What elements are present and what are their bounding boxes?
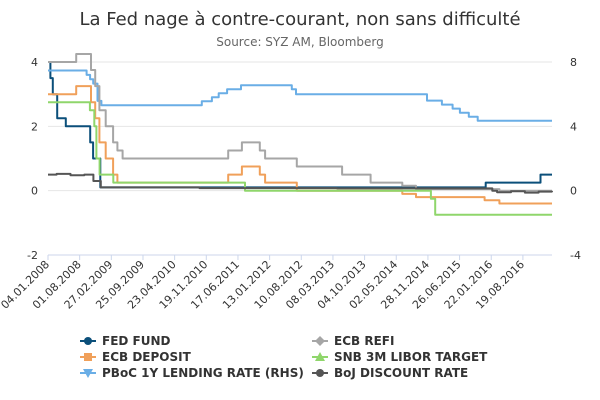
y-tick-label-left: 0 (31, 185, 38, 198)
legend-label: ECB REFI (334, 334, 394, 348)
legend-item-pboc-1y-lending-rate-rhs[interactable]: PBoC 1Y LENDING RATE (RHS) (80, 366, 304, 380)
series-line-ecb-deposit (48, 85, 552, 205)
legend-label: SNB 3M LIBOR TARGET (334, 350, 488, 364)
series-line-fed-fund (48, 61, 552, 189)
y-tick-label-right: 4 (570, 120, 577, 133)
legend-item-snb-3m-libor-target[interactable]: SNB 3M LIBOR TARGET (312, 350, 488, 364)
y-tick-label-left: 4 (31, 56, 38, 69)
y-tick-label-right: 0 (570, 185, 577, 198)
series-line-ecb-refi (48, 53, 552, 192)
legend-label: PBoC 1Y LENDING RATE (RHS) (102, 366, 304, 380)
legend-item-ecb-deposit[interactable]: ECB DEPOSIT (80, 350, 192, 364)
legend-marker (84, 353, 92, 361)
right-y-axis: 8 4 0 -4 (570, 56, 581, 262)
series-line-pboc-1y-lending-rate-rhs (48, 69, 552, 122)
chart-title: La Fed nage à contre-courant, non sans d… (79, 9, 520, 30)
left-y-axis: 4 2 0 -2 (27, 56, 38, 262)
legend-marker (84, 337, 92, 345)
legend-marker (316, 369, 324, 377)
y-tick-label-left: 2 (31, 120, 38, 133)
legend-item-boj-discount-rate[interactable]: BoJ DISCOUNT RATE (312, 366, 468, 380)
legend-item-fed-fund[interactable]: FED FUND (80, 334, 171, 348)
series-line-snb-3m-libor-target (48, 101, 552, 216)
y-tick-label-right: 8 (570, 56, 577, 69)
series-line-boj-discount-rate (48, 172, 553, 194)
legend-label: FED FUND (102, 334, 171, 348)
chart-subtitle: Source: SYZ AM, Bloomberg (216, 35, 384, 49)
x-axis: 04.01.200801.08.200827.02.200925.09.2009… (0, 255, 527, 312)
legend-marker (315, 352, 325, 361)
series-lines (48, 53, 553, 216)
legend[interactable]: FED FUND ECB DEPOSIT PBoC 1Y LENDING RATE … (80, 334, 488, 380)
legend-label: BoJ DISCOUNT RATE (334, 366, 468, 380)
legend-item-ecb-refi[interactable]: ECB REFI (312, 334, 394, 348)
y-tick-label-left: -2 (27, 249, 38, 262)
legend-label: ECB DEPOSIT (102, 350, 192, 364)
legend-marker (315, 336, 325, 346)
y-tick-label-right: -4 (570, 249, 581, 262)
legend-marker (83, 369, 93, 378)
